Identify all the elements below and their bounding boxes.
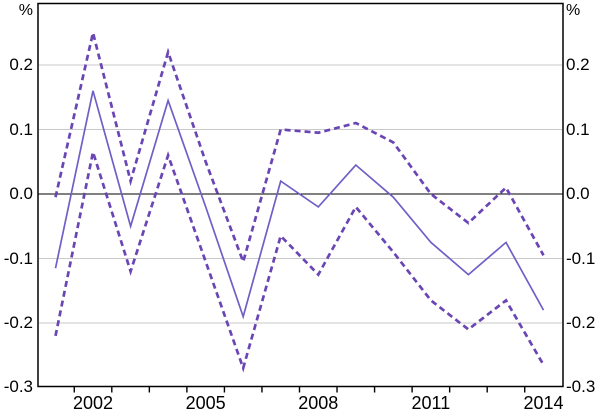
x-axis-label: 2011	[411, 393, 451, 413]
y-axis-label-right: 0.0	[566, 184, 590, 203]
y-axis-label-left: -0.3	[3, 376, 33, 396]
x-axis-label: 2002	[73, 393, 114, 413]
x-axis-label: 2005	[185, 393, 226, 413]
series-line-upper-confidence-band	[54, 32, 545, 267]
series-line-central-estimate	[54, 90, 545, 320]
y-axis-label-right: 0.2	[566, 55, 590, 74]
y-axis-label-left: -0.1	[3, 248, 33, 268]
y-axis-unit-right: %	[566, 2, 581, 19]
y-axis-label-left: 0.1	[9, 119, 33, 139]
y-axis-label-left: -0.2	[3, 313, 33, 332]
y-axis-unit-left: %	[18, 2, 33, 19]
y-axis-label-right: -0.1	[566, 248, 596, 268]
x-axis-label: 2008	[298, 393, 339, 413]
series-line-lower-confidence-band	[54, 146, 545, 373]
y-axis-label-left: 0.0	[9, 184, 33, 203]
x-axis-label: 2014	[523, 393, 564, 413]
y-axis-label-right: -0.3	[566, 376, 596, 396]
y-axis-label-left: 0.2	[9, 55, 33, 74]
y-axis-label-right: 0.1	[566, 119, 590, 139]
y-axis-label-right: -0.2	[566, 313, 596, 332]
